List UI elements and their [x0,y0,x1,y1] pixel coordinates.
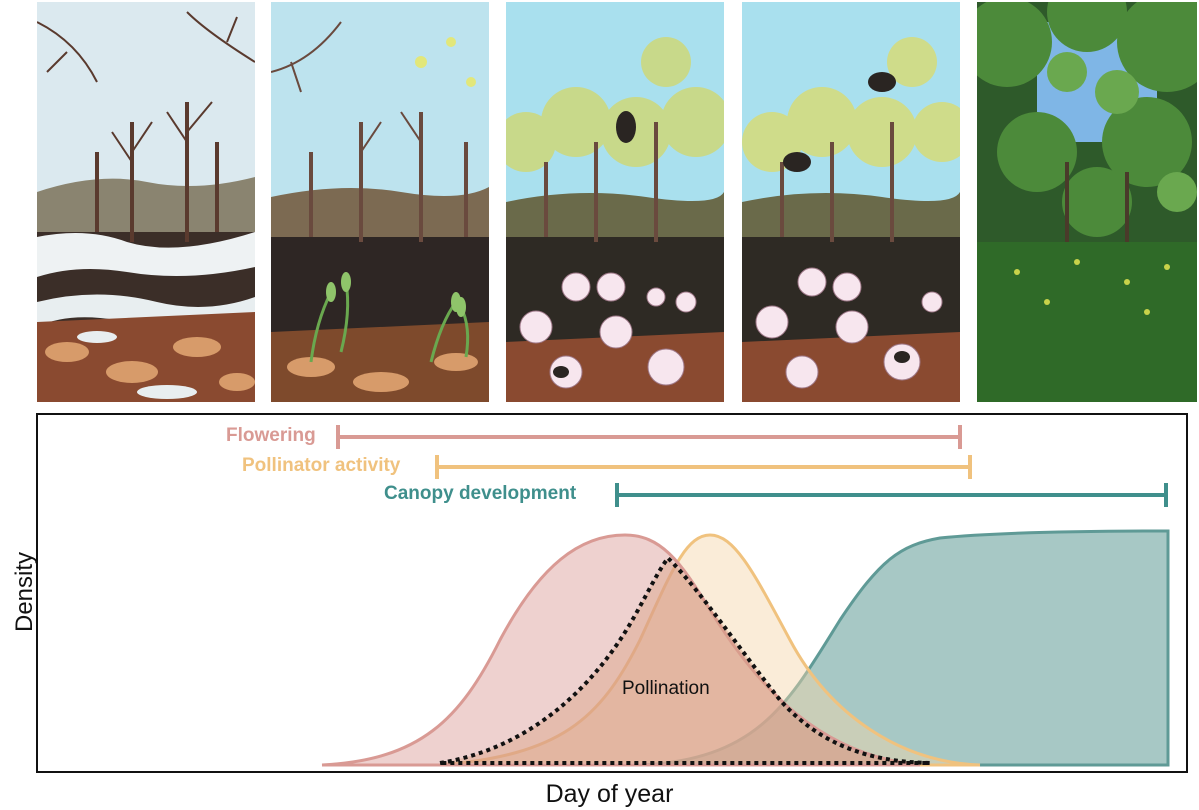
chart-frame [36,413,1188,773]
pollination-annotation: Pollination [622,678,710,699]
panel-sprouting [271,2,489,402]
panel-flowering [506,2,724,402]
canopy-development-label: Canopy development [384,483,577,504]
panel-pollination-peak [742,2,960,402]
flowering-label: Flowering [226,425,316,446]
y-axis-label: Density [11,551,38,633]
panel-canopy [977,2,1197,402]
panel-early-spring [37,2,255,402]
x-axis-label: Day of year [545,780,674,808]
pollinator-activity-label: Pollinator activity [242,455,401,476]
